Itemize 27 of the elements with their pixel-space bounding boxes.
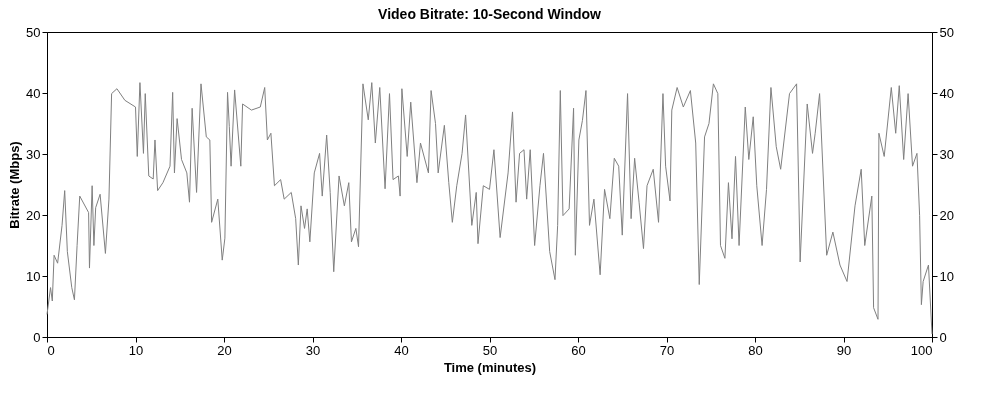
x-tick-label: 50 xyxy=(482,342,498,358)
x-tick-label: 0 xyxy=(47,342,55,358)
y-tick-label: 40 xyxy=(26,85,41,101)
y2-tick-label: 0 xyxy=(939,329,947,345)
x-tick-label: 100 xyxy=(910,342,933,358)
x-tick-label: 70 xyxy=(659,342,675,358)
x-tick-label: 60 xyxy=(571,342,586,358)
y2-tick-label: 20 xyxy=(939,207,954,223)
x-tick-label: 20 xyxy=(217,342,232,358)
y-tick-label: 10 xyxy=(26,268,41,284)
chart-title: Video Bitrate: 10-Second Window xyxy=(378,6,602,22)
y-tick-label: 50 xyxy=(26,24,41,40)
y2-tick-label: 40 xyxy=(939,85,954,101)
y-axis-title: Bitrate (Mbps) xyxy=(7,141,23,229)
y-tick-label: 20 xyxy=(26,207,41,223)
x-tick-label: 90 xyxy=(836,342,852,358)
y2-tick-label: 10 xyxy=(939,268,954,284)
x-tick-label: 40 xyxy=(394,342,409,358)
x-tick-label: 10 xyxy=(128,342,144,358)
y2-tick-label: 50 xyxy=(939,24,954,40)
x-tick-label: 30 xyxy=(305,342,321,358)
y-tick-label: 0 xyxy=(33,329,41,345)
y-tick-label: 30 xyxy=(26,146,41,162)
x-tick-label: 80 xyxy=(748,342,763,358)
line-series xyxy=(46,82,933,335)
x-axis-title: Time (minutes) xyxy=(443,359,537,375)
y2-tick-label: 30 xyxy=(939,146,954,162)
